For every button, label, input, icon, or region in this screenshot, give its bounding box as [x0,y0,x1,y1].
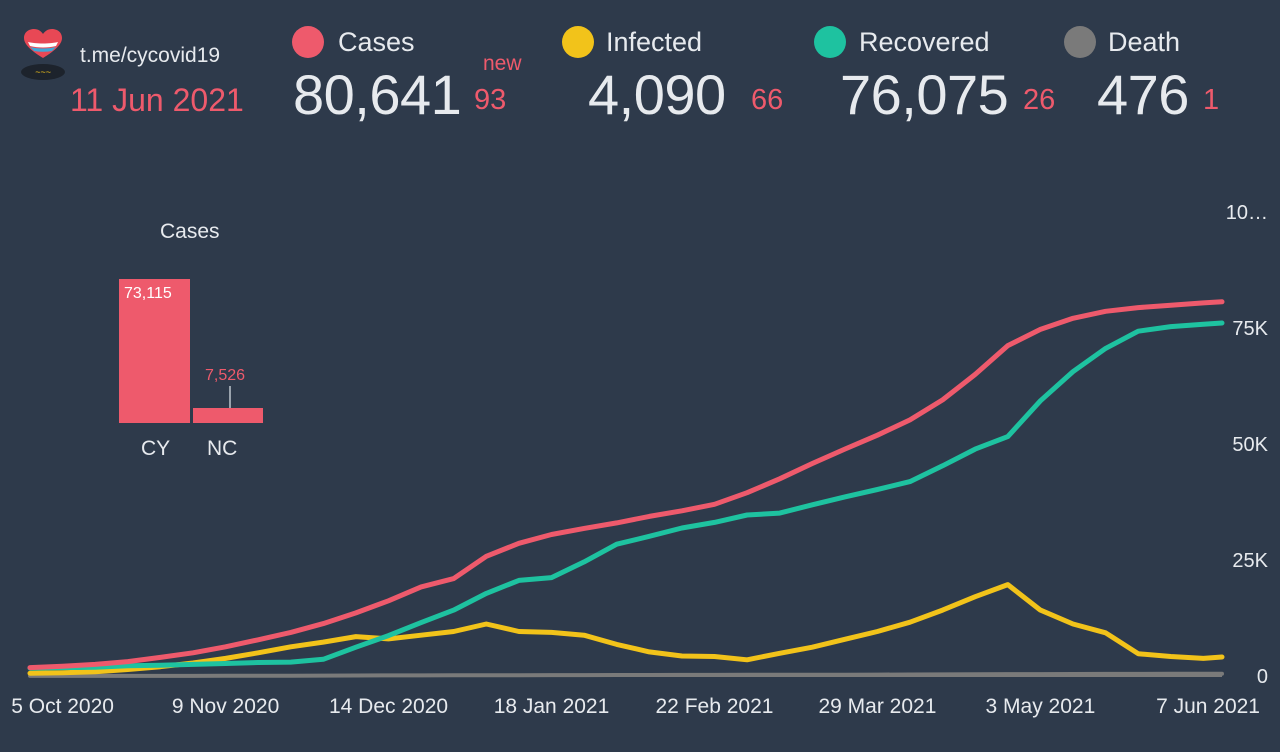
death-new: 1 [1203,84,1220,116]
inset-bar-cy [119,279,190,423]
inset-category-label: NC [207,437,238,460]
x-tick-label: 5 Oct 2020 [11,695,114,718]
inset-chart-title: Cases [160,220,220,243]
cases-total: 80,641 [293,63,462,126]
report-date: 11 Jun 2021 [70,82,244,118]
death-total: 476 [1097,63,1189,126]
infected-new: 66 [751,84,784,116]
infected-legend-dot-icon [562,26,594,58]
inset-category-label: CY [141,437,171,460]
inset-value-label: 7,526 [205,367,246,384]
cases-legend-label: Cases [338,27,415,57]
recovered-legend-dot-icon [814,26,846,58]
channel-link[interactable]: t.me/cycovid19 [80,44,221,67]
heart-flag-logo-icon: ~~~ [18,28,68,86]
x-tick-label: 3 May 2021 [986,695,1096,718]
svg-text:~~~: ~~~ [35,67,51,77]
x-tick-label: 14 Dec 2020 [329,695,448,718]
x-tick-label: 22 Feb 2021 [656,695,774,718]
cases-legend-dot-icon [292,26,324,58]
inset-bar-nc [193,408,263,423]
y-tick-label: 10… [1226,202,1268,224]
inset-value-label: 73,115 [124,285,172,302]
recovered-legend-label: Recovered [859,27,990,57]
infected-legend-label: Infected [606,27,703,57]
x-tick-label: 18 Jan 2021 [494,695,610,718]
y-tick-label: 25K [1232,550,1268,572]
infected-total: 4,090 [588,63,726,126]
new-label: new [483,52,522,75]
x-tick-label: 9 Nov 2020 [172,695,279,718]
death-legend-dot-icon [1064,26,1096,58]
inset-value-leader-line [229,386,231,409]
series-line-cases [27,299,1225,671]
recovered-new: 26 [1023,84,1056,116]
cases-new: 93 [474,84,507,116]
death-legend-label: Death [1108,27,1181,57]
series-line-death [28,671,1224,678]
y-tick-label: 0 [1257,666,1268,688]
series-line-recovered [27,320,1225,671]
x-tick-label: 7 Jun 2021 [1156,695,1260,718]
series-line-infected [27,582,1225,676]
x-tick-label: 29 Mar 2021 [818,695,936,718]
y-tick-label: 75K [1232,318,1268,340]
recovered-total: 76,075 [840,63,1009,126]
y-tick-label: 50K [1232,434,1268,456]
